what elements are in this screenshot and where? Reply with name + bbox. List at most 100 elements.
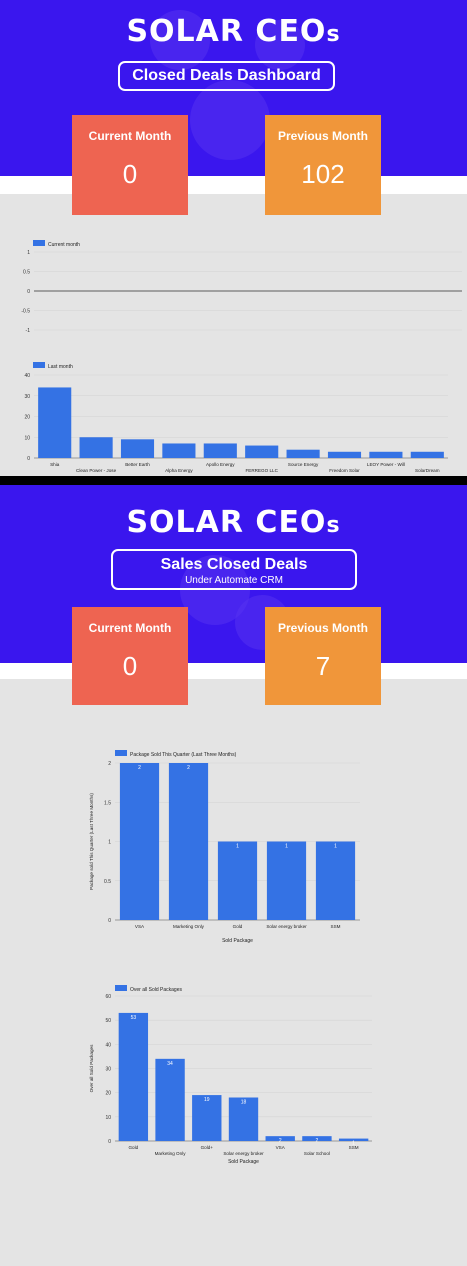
y-tick-label: 0: [108, 918, 111, 924]
dashboard-section-1: SOLAR CEOs Closed Deals Dashboard Curren…: [0, 0, 467, 476]
y-tick-label: 1: [27, 250, 30, 256]
x-tick-label: Shia: [50, 462, 60, 467]
bar-4: [162, 443, 196, 458]
y-tick-label: 20: [105, 1091, 111, 1097]
bar-6: [245, 445, 279, 458]
x-tick-label: Better Earth: [125, 462, 150, 467]
y-tick-label: 30: [105, 1067, 111, 1073]
x-tick-label: SolarDream: [415, 468, 440, 473]
x-tick-label: VSA: [276, 1145, 286, 1150]
legend-swatch: [115, 985, 127, 991]
x-tick-label: Gold: [128, 1145, 138, 1150]
data-label: 18: [241, 1100, 247, 1106]
legend-label: Package Sold This Quarter (Last Three Mo…: [130, 752, 237, 758]
y-tick-label: 0: [27, 289, 30, 295]
legend-label: Current month: [48, 242, 80, 248]
current-month-card: Current Month 0: [72, 607, 188, 705]
x-tick-label: Marketing Only: [173, 924, 205, 929]
bar-6: [302, 1136, 332, 1141]
solar-ceos-logo: SOLAR CEOs: [126, 14, 341, 49]
x-tick-label: Marketing Only: [155, 1151, 187, 1156]
section-divider: [0, 476, 467, 485]
y-tick-label: 0: [27, 456, 30, 462]
data-label: 2: [187, 765, 190, 771]
previous-month-card: Previous Month 102: [265, 115, 381, 215]
data-label: 1: [352, 1141, 355, 1147]
y-tick-label: -1: [26, 328, 31, 334]
x-tick-label: Gold+: [201, 1145, 214, 1150]
x-tick-label: SSM: [349, 1145, 359, 1150]
current-month-label: Current Month: [88, 621, 172, 635]
bar-10: [410, 451, 444, 458]
y-tick-label: 10: [24, 435, 30, 441]
y-tick-label: 1: [108, 840, 111, 846]
bar-1: [38, 387, 72, 458]
current-month-value: 0: [122, 651, 138, 681]
data-label: 2: [279, 1138, 282, 1144]
quarter-packages-chart: Package Sold This Quarter (Last Three Mo…: [89, 750, 360, 944]
x-tick-label: Solar energy broker: [266, 924, 307, 929]
bar-4: [266, 841, 307, 920]
y-axis-title: Package sold This Quarter (Last Three Mo…: [89, 793, 94, 890]
bar-5: [203, 443, 237, 458]
y-axis-title: Over all Sold Packages: [89, 1044, 94, 1092]
page-title: Closed Deals Dashboard: [118, 61, 335, 91]
x-tick-label: FERREGO LLC: [245, 468, 278, 473]
x-axis-title: Sold Package: [222, 938, 253, 944]
previous-month-value: 102: [301, 159, 345, 189]
current-month-chart: Current month 1 0.5 0 -0.5 -1: [21, 240, 462, 334]
x-tick-label: Alpha Energy: [165, 468, 193, 473]
x-tick-label: SSM: [331, 924, 341, 929]
x-tick-label: Freedom Solar: [329, 468, 360, 473]
y-tick-label: 0: [108, 1139, 111, 1145]
x-tick-label: Solar energy broker: [223, 1151, 264, 1156]
page-subtitle: Under Automate CRM: [185, 575, 283, 586]
data-label: 2: [316, 1138, 319, 1144]
y-tick-label: 50: [105, 1018, 111, 1024]
y-tick-label: 1.5: [104, 800, 111, 806]
hero-stripe: [0, 176, 467, 194]
bar-9: [369, 451, 403, 458]
bar-1: [118, 1012, 149, 1141]
x-tick-label: Solar School: [304, 1151, 330, 1156]
x-tick-label: VSA: [135, 924, 145, 929]
data-label: 1: [334, 844, 337, 850]
bar-5: [265, 1136, 295, 1141]
x-axis-title: Sold Package: [228, 1159, 259, 1165]
legend-label: Last month: [48, 364, 73, 370]
current-month-card: Current Month 0: [72, 115, 188, 215]
current-month-value: 0: [122, 159, 138, 189]
bar-2: [155, 1058, 185, 1141]
y-tick-label: 40: [24, 373, 30, 379]
previous-month-value: 7: [315, 651, 331, 681]
data-label: 2: [138, 765, 141, 771]
dashboard-section-2: SOLAR CEOs Sales Closed Deals Under Auto…: [0, 485, 467, 1266]
legend-swatch: [33, 362, 45, 368]
x-tick-label: Source Energy: [288, 462, 319, 467]
y-tick-label: 0.5: [104, 879, 111, 885]
bar-1: [119, 763, 160, 920]
data-label: 1: [285, 844, 288, 850]
data-label: 1: [236, 844, 239, 850]
x-tick-label: Apollo Energy: [206, 462, 235, 467]
bar-3: [192, 1095, 222, 1141]
x-tick-label: Clean Power - Jose: [76, 468, 117, 473]
bar-5: [315, 841, 356, 920]
legend-label: Over all Sold Packages: [130, 987, 182, 993]
overall-packages-chart: Over all Sold Packages 60 50 40 30 20 10 0 53 Gol…: [89, 985, 372, 1165]
current-month-label: Current Month: [88, 129, 172, 143]
y-tick-label: 30: [24, 394, 30, 400]
bar-3: [217, 841, 258, 920]
bar-8: [327, 451, 362, 458]
bar-2: [79, 437, 113, 458]
bar-7: [338, 1138, 369, 1141]
page-title: Sales Closed Deals Under Automate CRM: [111, 549, 357, 590]
hero-stripe: [0, 663, 467, 679]
page-title-text: Closed Deals Dashboard: [132, 67, 321, 84]
bar-2: [168, 763, 209, 920]
y-tick-label: 10: [105, 1115, 111, 1121]
previous-month-label: Previous Month: [277, 621, 368, 635]
legend-swatch: [115, 750, 127, 756]
y-tick-label: 60: [105, 994, 111, 1000]
page-title-text: Sales Closed Deals: [160, 556, 308, 573]
